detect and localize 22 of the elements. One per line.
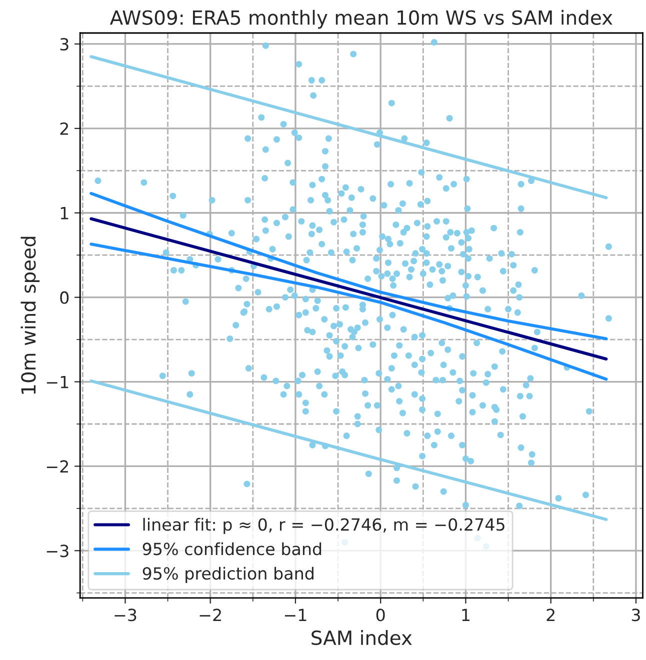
y-axis-title: 10m wind speed bbox=[20, 236, 40, 394]
line-series bbox=[90, 192, 608, 340]
y-tick-label: −3 bbox=[46, 544, 68, 558]
y-tick-label: 2 bbox=[60, 122, 68, 135]
legend-label: 95% confidence band bbox=[142, 542, 322, 556]
legend-label: 95% prediction band bbox=[142, 566, 314, 583]
x-tick-label: −3 bbox=[114, 608, 136, 622]
line-series bbox=[90, 242, 608, 381]
x-tick-label: 2 bbox=[546, 608, 554, 622]
chart-title: AWS09: ERA5 monthly mean 10m WS vs SAM index bbox=[110, 10, 612, 29]
y-tick-label: 3 bbox=[60, 38, 68, 51]
x-tick-label: 1 bbox=[462, 608, 470, 622]
x-axis-title: SAM index bbox=[312, 630, 412, 646]
y-tick-label: −1 bbox=[46, 376, 68, 388]
x-tick-label: −1 bbox=[284, 608, 306, 622]
x-tick-label: −2 bbox=[200, 608, 221, 622]
y-tick-label: 1 bbox=[60, 207, 68, 220]
x-tick-label: 0 bbox=[376, 608, 385, 622]
y-tick-label: −2 bbox=[46, 460, 68, 473]
legend-label: linear fit: p ≈ 0, r = −0.2746, m = −0.2745 bbox=[143, 518, 504, 534]
y-tick-label: 0 bbox=[60, 291, 69, 304]
x-tick-label: 3 bbox=[632, 608, 640, 622]
